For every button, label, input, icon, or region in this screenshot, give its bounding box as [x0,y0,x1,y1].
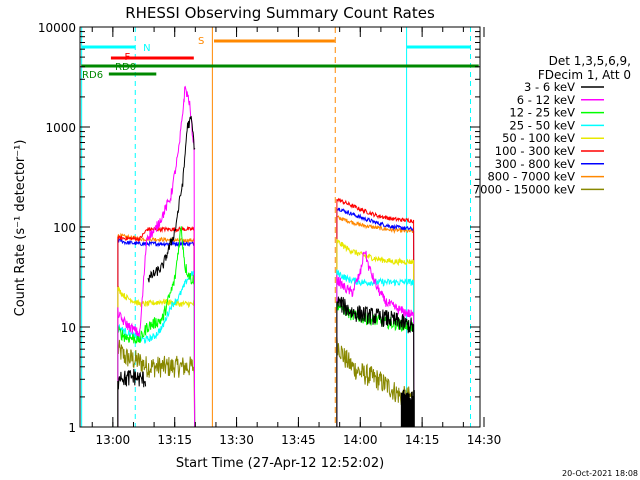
x-tick-label: 13:00 [96,433,131,447]
series-300to800kev-orbit2 [336,207,415,428]
legend-label: 12 - 25 keV [509,106,575,120]
flag-label-s: S [198,36,204,47]
y-tick-label: 100 [53,221,76,235]
series-50to100kev-orbit1 [117,285,196,428]
legend-label: 300 - 800 keV [495,157,575,171]
legend-title-line-2: FDecim 1, Att 0 [538,68,631,82]
series-3to6kev-orbit2 [336,296,415,428]
y-axis-label: Count Rate (s⁻¹ detector⁻¹) [13,140,28,317]
series-7000to15000kev-orbit1 [117,339,196,428]
legend-label: 6 - 12 keV [517,93,575,107]
x-tick-label: 14:00 [343,433,378,447]
x-tick-label: 14:30 [467,433,502,447]
legend-label: 3 - 6 keV [524,80,575,94]
legend-label: 25 - 50 keV [509,118,575,132]
y-tick-label: 10 [61,321,76,335]
series-25to50kev-orbit1 [117,270,196,428]
x-tick-label: 14:15 [405,433,440,447]
series-6to12kev-orbit2 [336,250,415,428]
plot-frame [79,26,481,428]
series-100to300kev-orbit2 [336,197,415,428]
plot-area: N F S RD0 RD6 1 10 100 1000 10000 13:00 13:15 13:30 1… [38,21,501,447]
legend-label: 50 - 100 keV [502,131,575,145]
timestamp: 20-Oct-2021 18:08 [562,469,638,478]
series-12to25kev-orbit1 [117,226,196,428]
series-300to800kev-orbit1 [117,238,196,428]
y-tick-label: 1 [68,421,76,435]
legend-label: 7000 - 15000 keV [473,182,575,196]
series-3to6kev-orbit1b [147,115,196,283]
flag-label-rd0: RD0 [115,62,136,73]
legend-label: 800 - 7000 keV [487,170,575,184]
series-800to7000kev-orbit2 [336,215,415,428]
x-tick-label: 13:15 [157,433,192,447]
chart-title: RHESSI Observing Summary Count Rates [125,4,435,22]
y-tick-label: 10000 [38,21,76,35]
y-tick-label: 1000 [45,121,76,135]
series-50to100kev-orbit2 [336,238,415,428]
x-axis-label: Start Time (27-Apr-12 12:52:02) [176,456,384,471]
x-tick-label: 13:45 [281,433,316,447]
legend-label: 100 - 300 keV [495,144,575,158]
x-tick-label: 13:30 [219,433,254,447]
flag-label-n: N [143,43,150,54]
legend-title-line-1: Det 1,3,5,6,9, [549,54,631,68]
series-3to6kev-orbit1a [117,368,147,427]
flag-label-rd6: RD6 [82,70,103,81]
series-6to12kev-orbit1 [117,85,196,428]
flag-label-f: F [125,52,131,63]
